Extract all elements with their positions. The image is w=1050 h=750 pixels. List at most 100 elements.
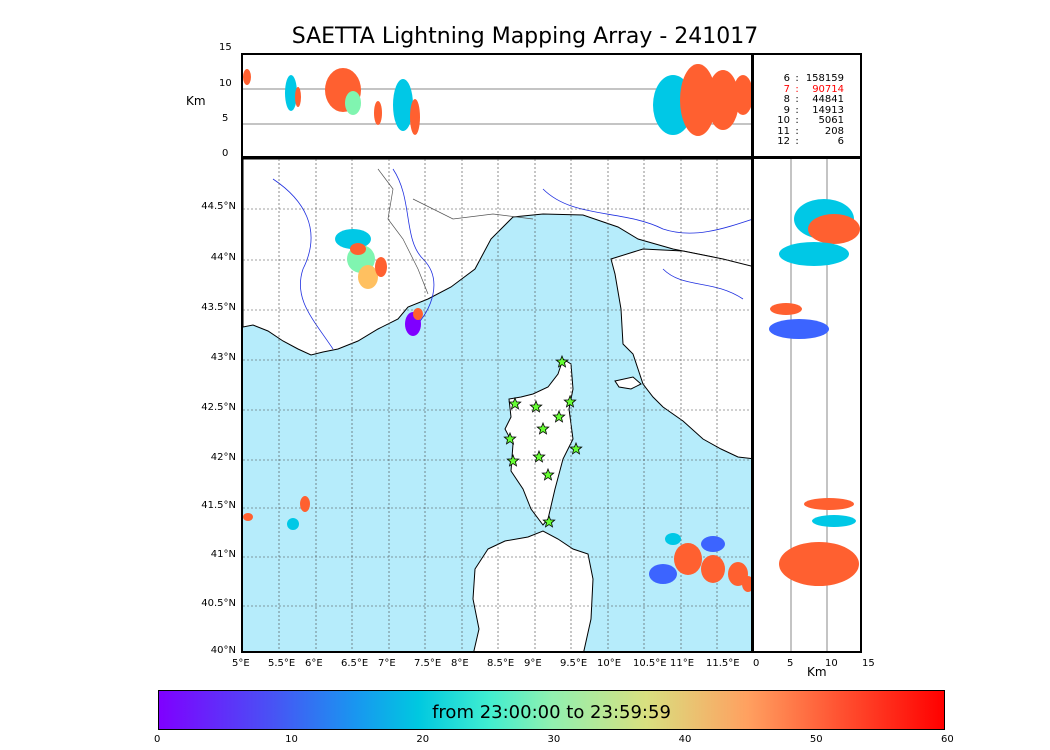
station-star-icon <box>503 431 517 445</box>
station-star-icon <box>542 514 556 528</box>
altitude-source-clusters <box>769 199 860 586</box>
latitude-tick: 43°N <box>210 352 236 363</box>
lightning-cluster <box>243 513 253 521</box>
station-star-icon <box>508 396 522 410</box>
longitude-tick: 6.5°E <box>341 658 369 669</box>
station-star-icon <box>529 399 543 413</box>
separator: : <box>795 115 799 126</box>
lightning-cluster <box>665 533 681 545</box>
station-star-icon <box>555 354 569 368</box>
altitude-cluster <box>779 242 849 266</box>
station-count-row: 9: 14913 <box>762 104 858 117</box>
latitude-tick: 44.5°N <box>201 201 236 212</box>
station-number: 6 <box>783 73 790 84</box>
lightning-map <box>243 159 751 651</box>
river <box>542 188 751 234</box>
lightning-cluster <box>742 576 751 592</box>
latitude-tick: 42°N <box>210 452 236 463</box>
station-count-row: 7: 90714 <box>762 83 858 96</box>
top-panel-ylabel: Km <box>186 94 206 108</box>
colorbar-label: from 23:00:00 to 23:59:59 <box>432 702 671 723</box>
longitude-tick: 9°E <box>524 658 542 669</box>
source-count: 90714 <box>812 83 844 95</box>
station-star-icon <box>532 449 546 463</box>
lightning-cluster <box>350 243 366 255</box>
top-ytick: 10 <box>219 78 232 89</box>
station-number: 9 <box>783 104 790 116</box>
altitude-cluster <box>769 319 829 339</box>
sardinia-island <box>472 530 594 651</box>
altitude-cluster <box>374 101 382 125</box>
colorbar-tick: 60 <box>941 734 954 745</box>
latitude-tick: 41°N <box>210 549 236 560</box>
separator: : <box>795 125 799 137</box>
altitude-cluster <box>393 79 413 131</box>
lightning-cluster <box>300 496 310 512</box>
station-star-icon <box>541 467 555 481</box>
top-ytick: 15 <box>219 42 232 53</box>
longitude-tick: 10°E <box>597 658 622 669</box>
altitude-cluster <box>680 64 716 136</box>
lightning-cluster <box>287 518 299 530</box>
side-xtick: 0 <box>753 658 760 669</box>
colorbar-tick: 10 <box>285 734 298 745</box>
station-count-row: 11: 208 <box>762 125 858 138</box>
separator: : <box>795 136 799 147</box>
station-count-row: 8: 44841 <box>762 94 858 106</box>
chart-title: SAETTA Lightning Mapping Array - 241017 <box>291 24 759 49</box>
top-ytick: 0 <box>222 148 229 159</box>
station-count-table: 6:158159 7:90714 8:44841 9:14913 10:5061 11:2… <box>762 73 858 148</box>
longitude-tick: 11°E <box>670 658 695 669</box>
longitude-tick: 10.5°E <box>633 658 667 669</box>
longitude-tick: 9.5°E <box>560 658 588 669</box>
station-count-row: 6:158159 <box>762 73 858 85</box>
altitude-cluster <box>808 214 860 244</box>
altitude-source-clusters <box>243 64 751 136</box>
altitude-cluster <box>804 498 854 510</box>
altitude-latitude-panel <box>752 157 862 653</box>
lightning-cluster <box>358 265 378 289</box>
separator: : <box>795 73 799 84</box>
altitude-time-plot <box>243 64 751 136</box>
source-count: 5061 <box>818 115 844 126</box>
latitude-tick: 43.5°N <box>201 302 236 313</box>
elba-island <box>614 376 642 390</box>
station-star-icon <box>569 441 583 455</box>
station-count-row: 10: 5061 <box>762 115 858 127</box>
colorbar-tick: 30 <box>547 734 561 745</box>
longitude-tick: 5.5°E <box>268 658 296 669</box>
longitude-tick: 5°E <box>232 658 250 669</box>
altitude-cluster <box>243 69 251 85</box>
colorbar-tick: 40 <box>678 734 692 745</box>
lightning-source-clusters <box>243 229 751 592</box>
longitude-tick: 11.5°E <box>706 658 740 669</box>
station-number: 11 <box>777 125 790 137</box>
source-count: 14913 <box>812 104 844 116</box>
latitude-tick: 44°N <box>210 252 236 263</box>
altitude-cluster <box>345 91 361 115</box>
side-xtick: 15 <box>862 658 875 669</box>
lightning-cluster <box>701 555 725 583</box>
altitude-cluster <box>707 70 739 130</box>
side-xtick: 5 <box>787 658 794 669</box>
river <box>392 168 435 330</box>
station-star-icon <box>552 409 566 423</box>
colorbar-tick: 0 <box>154 734 161 745</box>
altitude-cluster <box>812 515 856 527</box>
river <box>272 178 334 350</box>
colorbar-tick: 50 <box>809 734 823 745</box>
separator: : <box>795 104 799 116</box>
altitude-cluster <box>285 75 297 111</box>
longitude-tick: 8°E <box>451 658 469 669</box>
altitude-time-panel <box>241 53 753 158</box>
station-star-icon <box>563 394 577 408</box>
separator: : <box>795 94 799 105</box>
altitude-cluster <box>779 542 859 586</box>
longitude-tick: 6°E <box>305 658 323 669</box>
altitude-cluster <box>295 87 301 107</box>
map-graticule <box>243 159 751 651</box>
latitude-tick: 42.5°N <box>201 402 236 413</box>
altitude-cluster <box>770 303 802 315</box>
longitude-tick: 7.5°E <box>414 658 442 669</box>
latitude-tick: 40°N <box>210 645 236 656</box>
